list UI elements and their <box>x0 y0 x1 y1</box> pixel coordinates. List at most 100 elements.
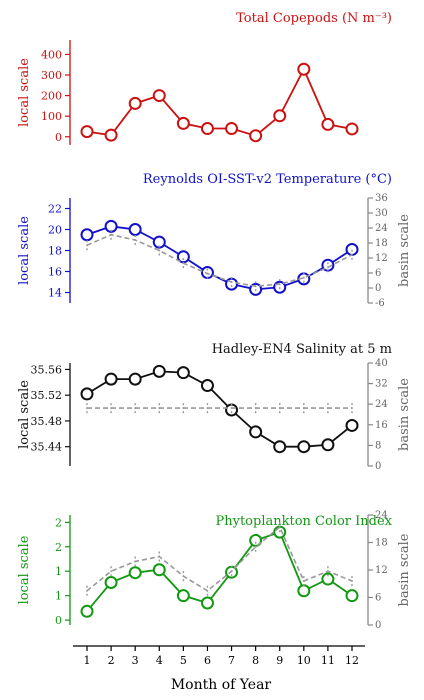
data-point <box>128 96 142 110</box>
data-point <box>345 122 359 136</box>
left-tick-label: 14 <box>48 287 62 300</box>
x-axis-label: Month of Year <box>171 677 272 693</box>
right-tick-label: -6 <box>375 298 385 309</box>
data-point <box>297 440 311 454</box>
data-point <box>152 563 166 577</box>
left-axis-label: local scale <box>17 58 32 127</box>
data-point <box>345 418 359 432</box>
series-line <box>86 530 353 612</box>
data-point <box>104 372 118 386</box>
local-series <box>80 219 359 296</box>
x-tick-label: 4 <box>156 654 163 667</box>
data-point <box>104 128 118 142</box>
data-point <box>200 122 214 136</box>
data-point <box>152 89 166 103</box>
left-tick-label: 1 <box>55 590 62 603</box>
data-point <box>225 122 239 136</box>
right-tick-label: 6 <box>375 268 381 279</box>
x-tick-label: 11 <box>321 654 335 667</box>
left-axis: 0 1 1 2 2 local scale <box>17 515 71 627</box>
data-point <box>128 566 142 580</box>
left-axis: 35.44 35.48 35.52 35.56 local scale <box>17 363 71 466</box>
right-tick-label: 16 <box>375 420 388 431</box>
local-series <box>80 525 359 618</box>
x-tick-label: 9 <box>276 654 283 667</box>
right-tick-label: 24 <box>375 223 388 234</box>
data-point <box>104 575 118 589</box>
left-tick-label: 2 <box>55 516 62 529</box>
right-tick-label: 8 <box>375 440 381 451</box>
data-point <box>80 125 94 139</box>
chart-title: Reynolds OI-SST-v2 Temperature (°C) <box>143 172 392 187</box>
right-axis-label: basin scale <box>397 378 412 451</box>
right-tick-label: 36 <box>375 193 388 204</box>
data-point <box>321 117 335 131</box>
right-axis-label: basin scale <box>397 214 412 287</box>
data-point <box>273 440 287 454</box>
left-tick-label: 2 <box>55 541 62 554</box>
data-point <box>200 596 214 610</box>
right-tick-label: 0 <box>375 283 381 294</box>
left-axis: 0 100 200 300 400 local scale <box>17 40 71 145</box>
x-tick-label: 1 <box>84 654 91 667</box>
left-axis-label: local scale <box>17 216 32 285</box>
data-point <box>80 228 94 242</box>
basin-series <box>86 229 353 292</box>
data-point <box>80 387 94 401</box>
left-tick-label: 200 <box>41 90 62 103</box>
left-tick-label: 35.52 <box>31 389 63 402</box>
x-tick-label: 8 <box>252 654 259 667</box>
chart-title: Phytoplankton Color Index <box>215 514 392 529</box>
right-tick-label: 30 <box>375 208 388 219</box>
left-tick-label: 0 <box>55 131 62 144</box>
x-tick-label: 10 <box>297 654 311 667</box>
basin-series <box>86 403 353 414</box>
left-tick-label: 100 <box>41 110 62 123</box>
data-point <box>200 379 214 393</box>
data-point <box>345 242 359 256</box>
data-point <box>176 366 190 380</box>
left-axis-label: local scale <box>17 380 32 449</box>
right-tick-label: 0 <box>375 461 381 472</box>
x-tick-label: 3 <box>132 654 139 667</box>
data-point <box>225 403 239 417</box>
left-tick-label: 400 <box>41 48 62 61</box>
right-tick-label: 24 <box>375 399 388 410</box>
data-point <box>225 277 239 291</box>
local-series <box>80 62 359 143</box>
x-tick-label: 12 <box>345 654 359 667</box>
left-tick-label: 35.56 <box>31 363 63 376</box>
basin-series-line <box>86 525 353 592</box>
basin-series <box>86 522 353 596</box>
right-axis-label: basin scale <box>397 533 412 606</box>
chart-title: Hadley-EN4 Salinity at 5 m <box>212 342 392 357</box>
data-point <box>249 129 263 143</box>
basin-series-line <box>86 233 353 288</box>
series-line <box>86 67 353 137</box>
right-tick-label: 0 <box>375 620 381 631</box>
left-axis: 14 16 18 20 22 local scale <box>17 198 71 303</box>
data-point <box>297 62 311 76</box>
left-tick-label: 35.48 <box>31 415 63 428</box>
x-tick-label: 2 <box>108 654 115 667</box>
data-point <box>273 109 287 123</box>
left-tick-label: 16 <box>48 266 62 279</box>
data-point <box>345 589 359 603</box>
left-tick-label: 18 <box>48 245 62 258</box>
series-line <box>86 370 353 448</box>
left-tick-label: 22 <box>48 203 62 216</box>
left-axis-label: local scale <box>17 535 32 604</box>
data-point <box>128 372 142 386</box>
right-tick-label: 18 <box>375 238 388 249</box>
data-point <box>152 364 166 378</box>
data-point <box>176 116 190 130</box>
series-line <box>86 225 353 291</box>
right-tick-label: 24 <box>375 510 388 521</box>
local-series <box>80 364 359 454</box>
x-tick-label: 7 <box>228 654 235 667</box>
x-tick-label: 5 <box>180 654 187 667</box>
right-tick-label: 12 <box>375 253 388 264</box>
right-axis: 0 6 12 18 24 basin scale <box>367 510 412 631</box>
left-tick-label: 0 <box>55 614 62 627</box>
